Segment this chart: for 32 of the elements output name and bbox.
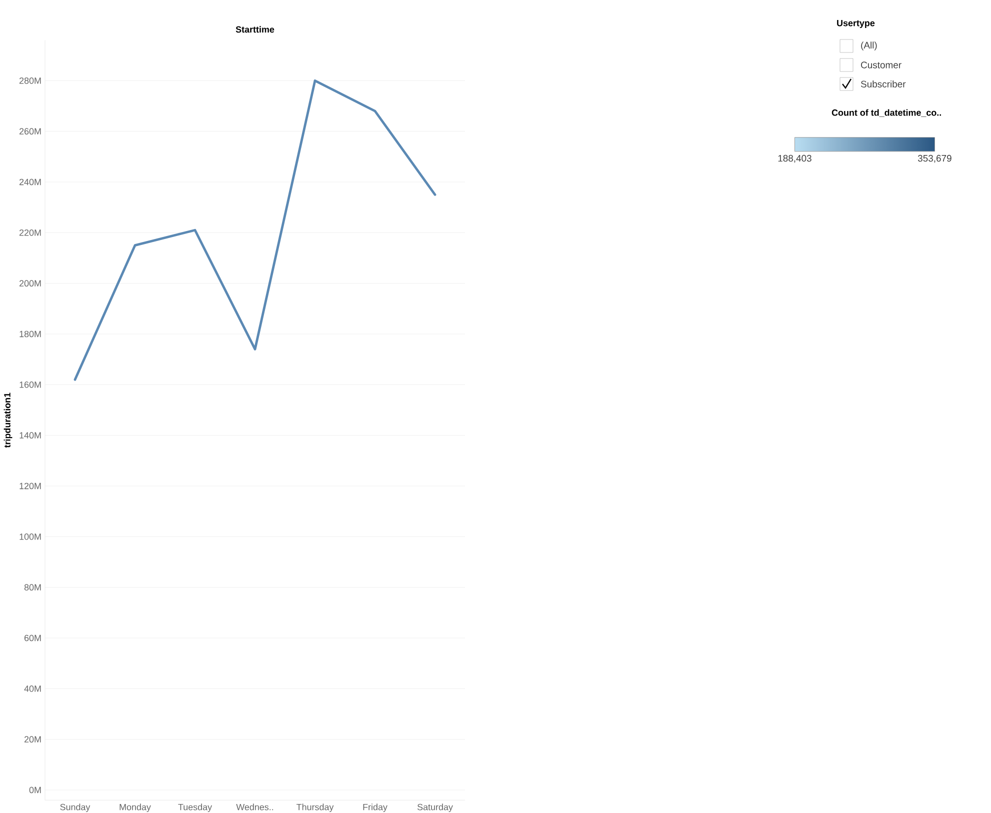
chart-title: Starttime: [236, 26, 274, 33]
y-tick-label: 20M: [24, 736, 41, 743]
x-tick-label: Monday: [120, 804, 151, 812]
y-tick-label: 160M: [20, 381, 41, 388]
color-bar-label: 353,679: [918, 154, 952, 163]
y-tick-label: 40M: [24, 685, 41, 692]
color-bar-title: Count of td_datetime_co..: [832, 109, 941, 117]
color-bar-label: 188,403: [778, 154, 812, 163]
y-tick-label: 280M: [20, 77, 41, 84]
x-tick-label: Wednes..: [236, 804, 274, 810]
x-tick-label: Saturday: [417, 804, 453, 812]
text: Customer: [861, 62, 902, 68]
x-tick-label: Friday: [363, 804, 388, 812]
text: Usertype: [837, 20, 875, 28]
y-tick-label: 80M: [24, 584, 41, 591]
x-tick-label: Tuesday: [178, 804, 212, 812]
line-series: [74, 79, 436, 381]
y-tick-label: 120M: [20, 482, 41, 490]
text: (All): [861, 42, 877, 50]
y-axis-title: tripduration1: [4, 392, 12, 448]
y-tick-label: 140M: [20, 432, 41, 439]
y-tick-label: 240M: [20, 178, 41, 186]
y-tick-label: 260M: [20, 128, 41, 135]
y-tick-label: 60M: [24, 634, 41, 642]
text: Subscriber: [860, 80, 906, 88]
x-tick-label: Sunday: [60, 804, 90, 812]
y-tick-label: 220M: [20, 229, 41, 236]
y-tick-label: 180M: [20, 330, 41, 338]
x-tick-label: Thursday: [296, 804, 334, 812]
y-tick-label: 100M: [20, 533, 41, 540]
y-tick-label: 0M: [29, 786, 41, 794]
y-tick-label: 200M: [20, 280, 41, 287]
